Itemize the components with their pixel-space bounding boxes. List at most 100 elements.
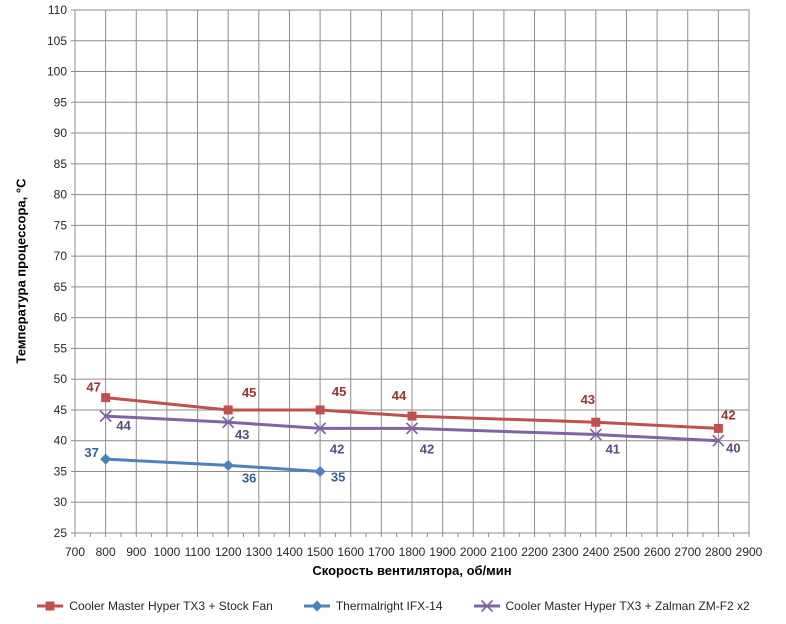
y-axis-labels: 25 30 35 40 45 50 55 60 65 70 75 80 85 90 95 100 105 110 [47,3,67,540]
series-0: 47 45 45 44 43 42 [86,380,736,433]
diamond-marker-icon [100,453,112,465]
x-tick-label: 2200 [521,545,548,559]
legend-item-thermalright: Thermalright IFX-14 [303,599,443,613]
gridlines [74,9,750,534]
series-2: 44 43 42 42 41 40 [99,409,741,457]
y-tick-label: 30 [54,495,68,509]
diamond-marker-icon [311,600,323,612]
x-tick-label: 1900 [429,545,456,559]
x-tick-label: 2600 [644,545,671,559]
y-tick-label: 90 [54,126,68,140]
diamond-marker-icon [222,459,234,471]
legend-marker-diamond-icon [303,600,330,612]
x-tick-label: 1800 [399,545,426,559]
data-labels: 37 36 35 [84,445,345,485]
data-label: 37 [84,445,98,460]
data-label: 42 [721,407,735,422]
series-1: 37 36 35 [84,445,345,485]
diamond-marker-icon [314,465,326,477]
y-tick-label: 80 [54,188,68,202]
y-tick-label: 95 [54,95,68,109]
tick-marks [71,9,750,537]
y-tick-label: 40 [54,434,68,448]
x-tick-label: 800 [96,545,116,559]
data-label: 40 [726,441,740,456]
x-tick-label: 2500 [613,545,640,559]
y-tick-label: 60 [54,311,68,325]
x-marker-icon [313,422,327,435]
y-tick-label: 100 [47,65,67,79]
y-tick-label: 75 [54,218,68,232]
x-tick-label: 2300 [552,545,579,559]
x-marker-icon [99,409,112,423]
square-marker-icon [713,423,723,433]
x-tick-label: 1300 [245,545,272,559]
x-tick-label: 900 [126,545,146,559]
y-tick-label: 65 [54,280,68,294]
x-tick-label: 2800 [705,545,732,559]
legend-item-stock-fan: Cooler Master Hyper TX3 + Stock Fan [36,599,273,613]
y-tick-label: 55 [54,341,68,355]
data-label: 44 [116,418,131,433]
x-marker-icon [405,422,419,435]
x-marker-icon [222,416,235,429]
legend-marker-square-icon [37,601,64,611]
square-marker-icon [591,417,601,427]
square-marker-icon [223,405,233,415]
x-tick-label: 2700 [674,545,701,559]
data-label: 36 [242,470,256,485]
x-tick-label: 1500 [307,545,334,559]
data-label: 41 [606,442,620,457]
legend-label: Thermalright IFX-14 [335,599,443,613]
y-tick-label: 85 [54,157,68,171]
data-label: 45 [332,384,346,399]
y-axis-title: Температура процессора, °C [13,178,29,364]
data-labels: 44 43 42 42 41 40 [116,418,740,456]
y-tick-label: 35 [54,464,68,478]
x-tick-label: 1100 [185,545,211,559]
x-marker-icon [589,428,602,441]
square-marker-icon [315,405,325,415]
y-tick-label: 25 [54,526,68,540]
square-marker-icon [407,411,417,421]
data-label: 43 [581,392,595,407]
legend-label: Cooler Master Hyper TX3 + Zalman ZM-F2 x… [505,599,750,613]
data-labels: 47 45 45 44 43 42 [86,380,735,423]
x-tick-label: 2100 [491,545,518,559]
square-marker-icon [101,393,111,403]
y-tick-label: 70 [54,249,68,263]
data-label: 44 [392,388,407,403]
legend-label: Cooler Master Hyper TX3 + Stock Fan [69,599,273,613]
series-line [104,414,720,443]
x-tick-label: 1700 [368,545,395,559]
legend: Cooler Master Hyper TX3 + Stock Fan Ther… [0,594,786,618]
x-tick-label: 2000 [460,545,487,559]
square-marker-icon [45,601,55,611]
x-tick-label: 1000 [154,545,181,559]
x-tick-label: 700 [65,545,85,559]
data-label: 35 [331,469,345,484]
x-tick-label: 2900 [736,545,763,559]
data-label: 42 [330,441,344,456]
data-label: 47 [86,380,100,395]
series-line [104,457,322,473]
y-tick-label: 45 [54,403,68,417]
x-marker-icon [480,600,493,612]
x-tick-label: 2400 [582,545,609,559]
x-tick-label: 1600 [337,545,364,559]
y-tick-label: 105 [47,34,67,48]
y-tick-label: 110 [48,3,67,17]
x-axis-title: Скорость вентилятора, об/мин [312,563,512,578]
y-tick-label: 50 [54,372,68,386]
x-tick-label: 1400 [276,545,303,559]
data-label: 42 [420,441,434,456]
legend-marker-x-icon [473,600,500,612]
data-label: 43 [235,427,249,442]
x-tick-label: 1200 [215,545,242,559]
x-marker-icon [712,434,725,447]
data-label: 45 [242,385,256,400]
x-axis-labels: 700 800 900 1000 1100 1200 1300 1400 1500 1600 170… [65,545,763,559]
legend-item-zalman: Cooler Master Hyper TX3 + Zalman ZM-F2 x… [473,599,750,613]
